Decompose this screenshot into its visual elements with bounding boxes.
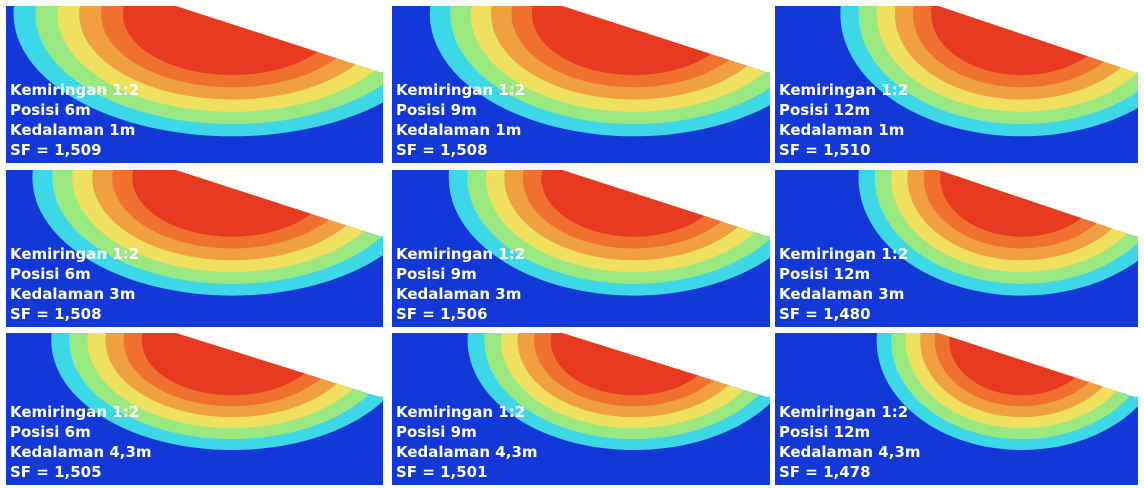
panel: Kemiringan 1:2 Posisi 9m Kedalaman 4,3m SF …: [392, 333, 770, 485]
panel: Kemiringan 1:2 Posisi 6m Kedalaman 1m SF = …: [6, 6, 383, 163]
panel: Kemiringan 1:2 Posisi 6m Kedalaman 3m SF = …: [6, 170, 383, 327]
panel-label: Kedalaman 4,3m: [396, 443, 538, 461]
panel-label: Kemiringan 1:2: [396, 81, 525, 99]
panel-label: Kemiringan 1:2: [10, 245, 139, 263]
panel-label: Posisi 6m: [10, 423, 91, 441]
panel-label: Posisi 9m: [396, 423, 477, 441]
panel-label: Kedalaman 1m: [779, 121, 904, 139]
panel: Kemiringan 1:2 Posisi 9m Kedalaman 3m SF = …: [392, 170, 770, 327]
panel: Kemiringan 1:2 Posisi 12m Kedalaman 4,3m SF…: [775, 333, 1138, 485]
panel-label: SF = 1,508: [10, 305, 102, 323]
panel-label: SF = 1,501: [396, 463, 488, 481]
panel-label: SF = 1,509: [10, 141, 102, 159]
panel-label: SF = 1,506: [396, 305, 488, 323]
panel-label: Kemiringan 1:2: [779, 81, 908, 99]
panel-label: Kedalaman 4,3m: [779, 443, 921, 461]
panel-label: Kemiringan 1:2: [10, 81, 139, 99]
panel-label: Posisi 12m: [779, 423, 870, 441]
panel-label: SF = 1,510: [779, 141, 871, 159]
panel-label: Kemiringan 1:2: [396, 403, 525, 421]
panel-label: Kedalaman 3m: [396, 285, 521, 303]
panel-label: Posisi 12m: [779, 265, 870, 283]
panel-label: Kedalaman 1m: [10, 121, 135, 139]
panel-label: Kedalaman 1m: [396, 121, 521, 139]
panel-label: Kedalaman 3m: [779, 285, 904, 303]
panel-label: Kemiringan 1:2: [779, 245, 908, 263]
panel-label: Posisi 12m: [779, 101, 870, 119]
panel-label: Posisi 6m: [10, 101, 91, 119]
panel-label: Posisi 9m: [396, 265, 477, 283]
panel-label: Posisi 9m: [396, 101, 477, 119]
panel-label: Kedalaman 3m: [10, 285, 135, 303]
panel-label: Kedalaman 4,3m: [10, 443, 152, 461]
panel-label: SF = 1,508: [396, 141, 488, 159]
panel: Kemiringan 1:2 Posisi 12m Kedalaman 1m SF =…: [775, 6, 1138, 163]
panel-label: SF = 1,480: [779, 305, 871, 323]
panel-label: SF = 1,505: [10, 463, 102, 481]
panel: Kemiringan 1:2 Posisi 9m Kedalaman 1m SF = …: [392, 6, 770, 163]
panel: Kemiringan 1:2 Posisi 6m Kedalaman 4,3m SF …: [6, 333, 383, 485]
panel-label: SF = 1,478: [779, 463, 871, 481]
panel-label: Kemiringan 1:2: [396, 245, 525, 263]
panel-label: Kemiringan 1:2: [779, 403, 908, 421]
panel: Kemiringan 1:2 Posisi 12m Kedalaman 3m SF =…: [775, 170, 1138, 327]
panel-label: Kemiringan 1:2: [10, 403, 139, 421]
panel-label: Posisi 6m: [10, 265, 91, 283]
